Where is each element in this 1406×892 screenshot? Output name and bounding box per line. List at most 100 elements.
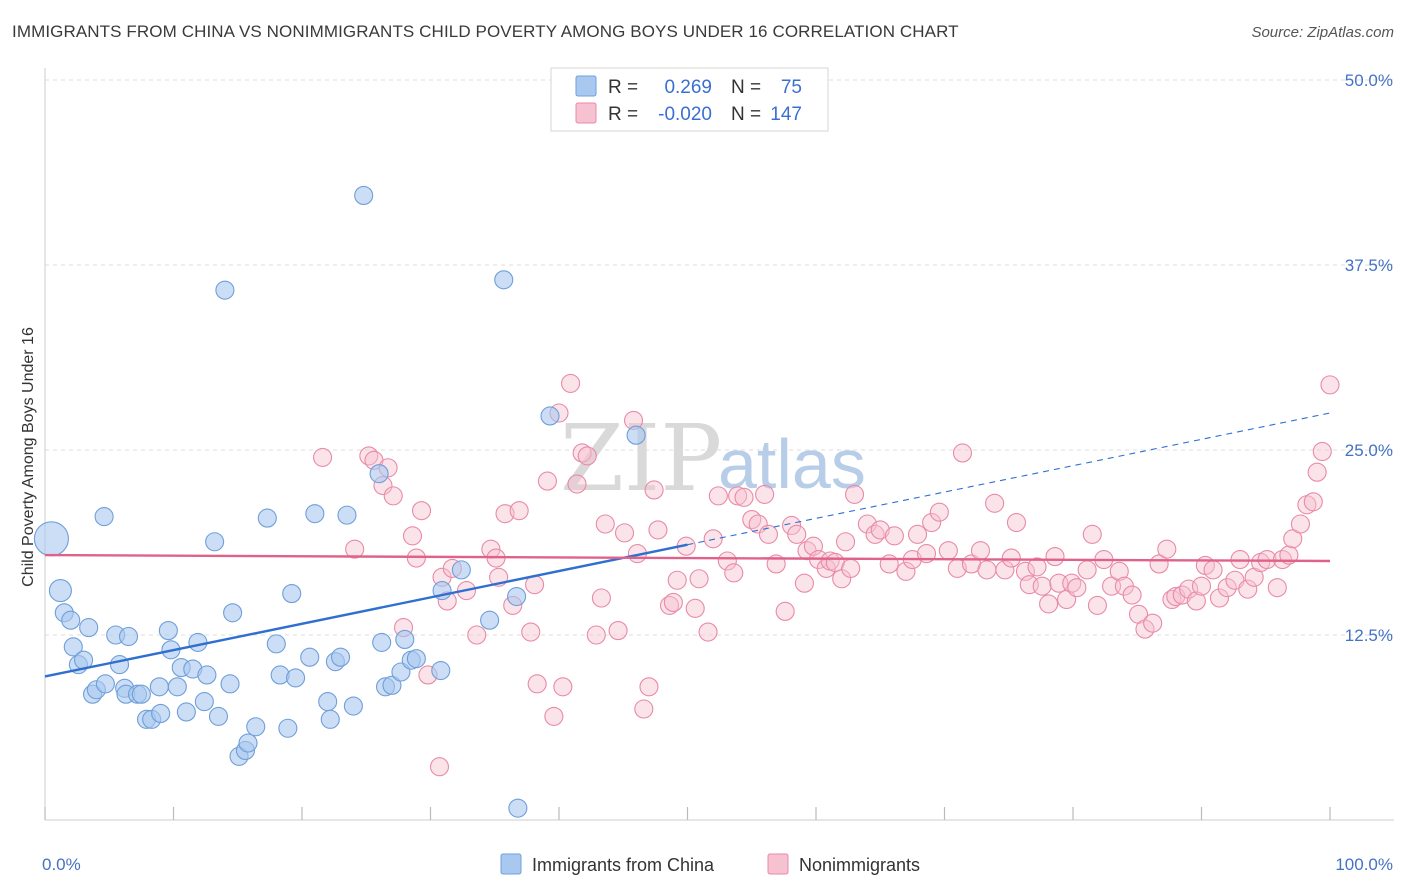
series-legend: Immigrants from China Nonimmigrants xyxy=(500,853,920,875)
china-point xyxy=(94,507,114,527)
nonimmigrant-point xyxy=(794,573,814,593)
china-point xyxy=(337,505,357,525)
china-point xyxy=(149,677,169,697)
nonimmigrant-point xyxy=(995,560,1015,580)
series-legend-swatch-china xyxy=(500,853,522,875)
legend-n-value-non: 147 xyxy=(770,104,802,125)
nonimmigrant-point xyxy=(572,443,592,463)
legend-r-value-non: -0.020 xyxy=(658,104,712,125)
nonimmigrant-point xyxy=(429,757,450,777)
nonimmigrant-point xyxy=(907,524,928,544)
nonimmigrant-point xyxy=(929,502,949,522)
x-tick-label: 100.0% xyxy=(1335,855,1393,874)
nonimmigrant-point xyxy=(345,539,365,559)
nonimmigrant-point xyxy=(1077,560,1097,580)
chart-title: IMMIGRANTS FROM CHINA VS NONIMMIGRANTS C… xyxy=(12,22,959,41)
china-point xyxy=(208,706,229,726)
y-axis-label: Child Poverty Among Boys Under 16 xyxy=(20,327,37,587)
china-point xyxy=(63,637,83,657)
china-point xyxy=(451,560,471,580)
nonimmigrant-point xyxy=(748,514,768,534)
nonimmigrant-point xyxy=(844,484,865,504)
nonimmigrant-point xyxy=(1217,578,1237,598)
nonimmigrant-point xyxy=(1157,539,1177,559)
nonimmigrant-point xyxy=(1303,492,1323,512)
nonimmigrant-point xyxy=(938,541,958,561)
china-point xyxy=(118,626,139,647)
china-point xyxy=(354,185,374,205)
nonimmigrant-point xyxy=(1203,560,1223,580)
china-point xyxy=(223,603,243,623)
china-point xyxy=(176,702,196,722)
nonimmigrant-point xyxy=(841,558,861,578)
china-point xyxy=(246,717,266,737)
nonimmigrant-point xyxy=(1087,595,1107,615)
nonimmigrant-point xyxy=(782,515,802,536)
china-point xyxy=(305,504,325,524)
nonimmigrant-point xyxy=(836,532,856,552)
nonimmigrant-point xyxy=(755,484,775,504)
nonimmigrant-point xyxy=(521,622,541,642)
china-point xyxy=(48,579,72,603)
china-point xyxy=(507,586,527,607)
nonimmigrant-point xyxy=(567,474,587,494)
nonimmigrant-point xyxy=(634,699,654,719)
nonimmigrant-point xyxy=(952,443,973,463)
china-point xyxy=(215,280,235,300)
china-point xyxy=(286,668,306,688)
china-point xyxy=(369,464,389,484)
china-point xyxy=(61,610,81,630)
nonimmigrant-point xyxy=(708,486,728,506)
china-point xyxy=(300,647,320,667)
china-point xyxy=(270,665,290,685)
nonimmigrant-point xyxy=(1307,462,1327,482)
china-point xyxy=(540,406,560,426)
nonimmigrant-point xyxy=(1067,578,1087,598)
gridlines xyxy=(45,79,1394,636)
nonimmigrant-point xyxy=(614,523,635,543)
nonimmigrant-point xyxy=(639,677,659,697)
china-point xyxy=(238,733,258,753)
nonimmigrant-point xyxy=(775,601,795,621)
nonimmigrant-point xyxy=(1082,524,1102,544)
trend-lines xyxy=(44,412,1331,678)
nonimmigrant-point xyxy=(586,625,606,645)
china-point xyxy=(282,584,302,604)
nonimmigrant-point xyxy=(1320,375,1340,395)
china-point xyxy=(278,718,298,738)
nonimmigrant-point xyxy=(1283,529,1303,549)
china-point xyxy=(257,508,277,528)
china-point xyxy=(343,696,363,716)
legend-n-label-non: N = xyxy=(731,104,761,125)
watermark: ZIP atlas xyxy=(560,405,866,512)
nonimmigrant-point xyxy=(884,526,904,546)
y-tick-label: 12.5% xyxy=(1345,626,1393,645)
nonimmigrant-point xyxy=(896,561,916,581)
legend-r-value-china: 0.269 xyxy=(664,77,712,98)
series-legend-label-china: Immigrants from China xyxy=(532,855,715,875)
nonimmigrant-point xyxy=(698,622,718,642)
legend-swatch-non xyxy=(575,102,597,124)
stats-legend-box xyxy=(550,67,829,132)
china-points xyxy=(33,185,646,818)
watermark-atlas: atlas xyxy=(718,425,866,503)
china-point xyxy=(79,618,99,638)
china-point xyxy=(158,621,178,641)
china-point xyxy=(330,647,351,667)
nonimmigrant-point xyxy=(648,520,668,540)
nonimmigrant-point xyxy=(879,554,899,574)
nonimmigrant-point xyxy=(689,569,709,589)
nonimmigrant-point xyxy=(1122,585,1142,605)
nonimmigrant-point xyxy=(703,529,723,549)
china-point xyxy=(167,677,187,697)
axes xyxy=(44,68,1394,821)
china-point xyxy=(33,521,69,557)
nonimmigrant-point xyxy=(1001,548,1021,568)
nonimmigrant-point xyxy=(985,493,1005,513)
china-point xyxy=(220,674,240,694)
china-point xyxy=(626,425,646,445)
china-point xyxy=(382,675,402,695)
legend-r-label-china: R = xyxy=(608,77,638,98)
nonimmigrant-point xyxy=(977,560,997,580)
